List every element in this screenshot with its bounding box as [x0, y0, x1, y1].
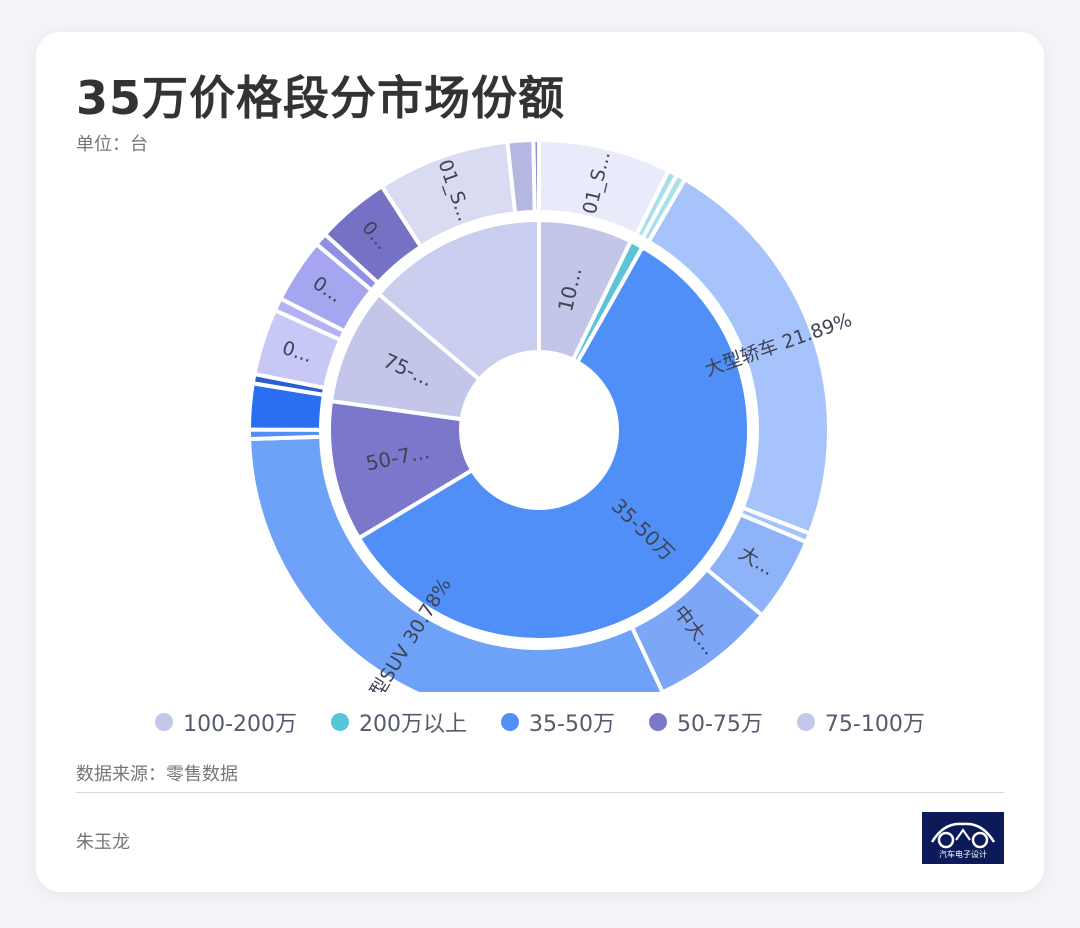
legend-label: 50-75万: [676, 712, 763, 737]
outer-segment[interactable]: [531, 137, 541, 215]
divider: [76, 792, 1004, 793]
legend-item[interactable]: 50-75万: [648, 706, 763, 738]
inner-segment[interactable]: [356, 244, 751, 642]
unit-label: 单位：台: [76, 134, 148, 155]
legend-swatch: [501, 713, 520, 731]
legend-item[interactable]: 35-50万: [501, 706, 615, 738]
chart-legend: 100-200万 200万以上 35-50万 50-75万 75-100万: [36, 706, 1044, 738]
legend-label: 200万以上: [359, 712, 468, 737]
legend-label: 75-100万: [824, 712, 925, 737]
legend-item[interactable]: 100-200万: [155, 706, 297, 738]
legend-swatch: [648, 713, 667, 731]
legend-item[interactable]: 200万以上: [331, 706, 467, 738]
page-title: 35万价格段分市场份额: [76, 71, 566, 125]
outer-segment[interactable]: [247, 434, 665, 692]
brand-logo: 汽车电子设计: [922, 812, 1004, 864]
legend-label: 100-200万: [183, 712, 298, 737]
data-source: 数据来源：零售数据: [76, 764, 238, 785]
inner-segment[interactable]: [376, 217, 541, 383]
author-name: 朱玉龙: [76, 832, 130, 853]
legend-swatch: [796, 713, 815, 731]
car-logo-icon: [930, 822, 996, 849]
chart-card: 35万价格段分市场份额 单位：台 10... 35-50万 50-7... 75-..…: [36, 32, 1044, 892]
legend-label: 35-50万: [529, 712, 615, 737]
legend-swatch: [331, 713, 350, 731]
legend-item[interactable]: 75-100万: [796, 706, 925, 738]
logo-text: 汽车电子设计: [939, 850, 987, 859]
legend-swatch: [155, 713, 174, 731]
